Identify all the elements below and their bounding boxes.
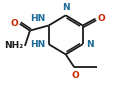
Text: O: O xyxy=(10,19,18,28)
Text: HN: HN xyxy=(30,40,45,49)
Text: HN: HN xyxy=(30,14,45,23)
Text: N: N xyxy=(85,40,93,49)
Text: N: N xyxy=(61,3,69,12)
Text: O: O xyxy=(96,14,104,23)
Text: NH₂: NH₂ xyxy=(4,41,23,50)
Text: O: O xyxy=(71,71,78,80)
